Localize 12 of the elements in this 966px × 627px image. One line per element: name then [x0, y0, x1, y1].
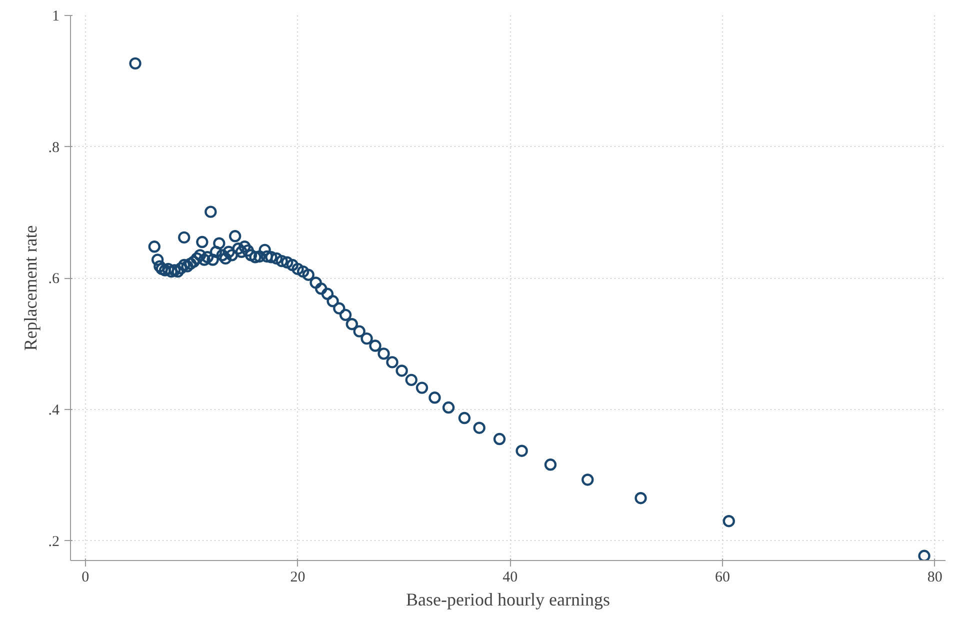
y-tick-label: .4: [48, 402, 60, 418]
y-tick-label: .2: [48, 534, 60, 550]
y-tick-label: 1: [52, 8, 60, 24]
x-tick-label: 60: [715, 570, 730, 586]
x-tick-label: 80: [927, 570, 942, 586]
x-tick-label: 20: [290, 570, 306, 586]
x-axis-title: Base-period hourly earnings: [406, 590, 610, 610]
x-tick-label: 40: [502, 570, 518, 586]
y-tick-label: .6: [48, 271, 60, 288]
y-axis-title: Replacement rate: [20, 225, 40, 351]
y-tick-label: .8: [48, 140, 60, 156]
x-tick-label: 0: [82, 570, 90, 586]
